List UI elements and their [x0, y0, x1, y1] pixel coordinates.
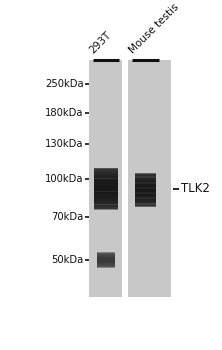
Text: TLK2: TLK2	[181, 182, 210, 195]
Bar	[122, 60, 128, 297]
Text: 180kDa: 180kDa	[45, 108, 84, 118]
Text: 50kDa: 50kDa	[52, 255, 84, 265]
Text: Mouse testis: Mouse testis	[127, 2, 180, 55]
Bar	[93, 60, 119, 297]
Text: 250kDa: 250kDa	[45, 79, 84, 89]
Text: 293T: 293T	[87, 30, 113, 55]
Text: 70kDa: 70kDa	[52, 212, 84, 222]
Text: 100kDa: 100kDa	[45, 174, 84, 184]
Text: 130kDa: 130kDa	[45, 139, 84, 149]
Bar	[89, 60, 171, 297]
Bar	[132, 60, 159, 297]
